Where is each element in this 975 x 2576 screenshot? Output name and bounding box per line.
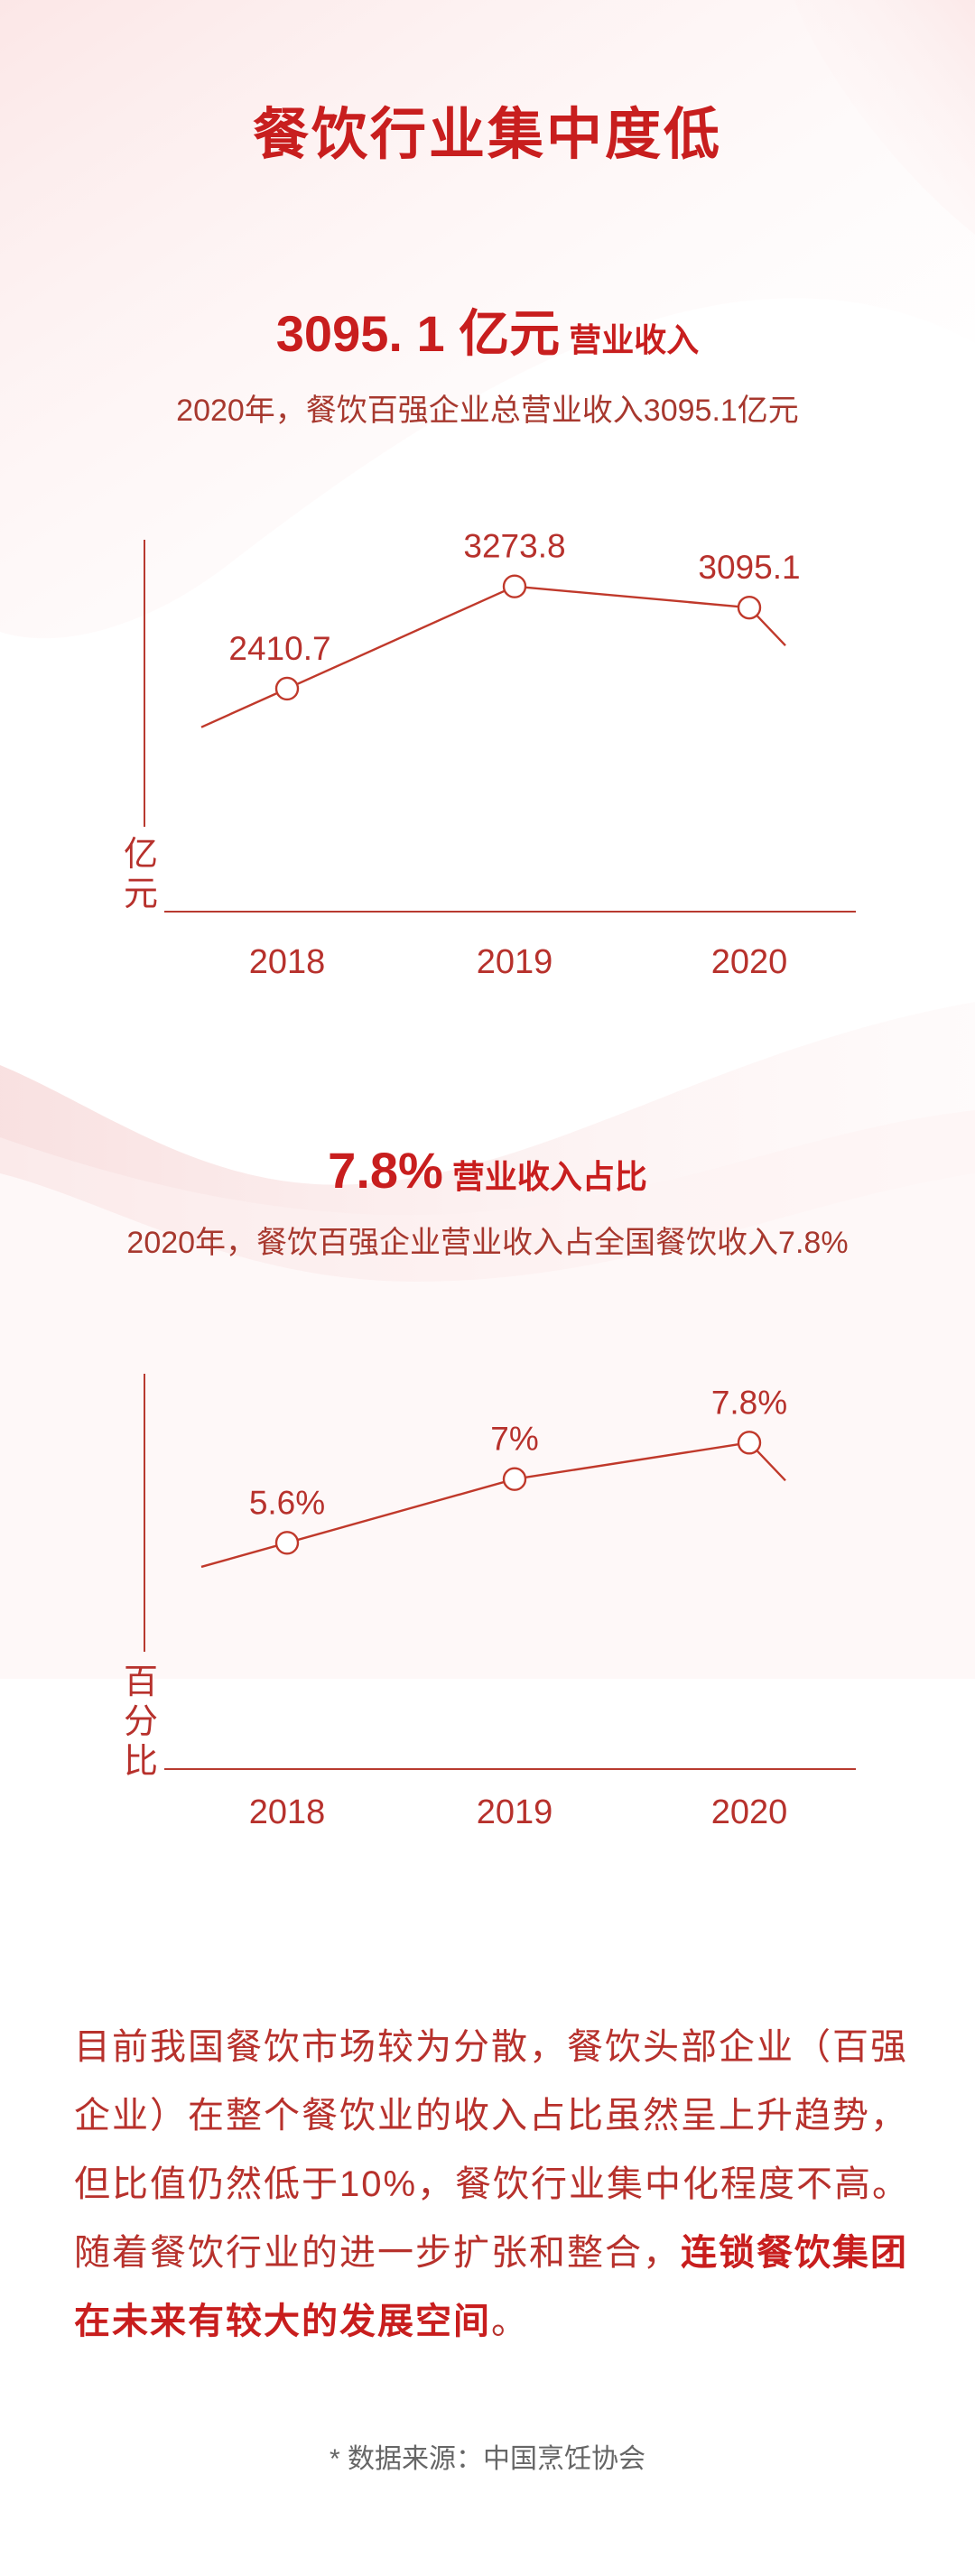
unit-char: 亿 <box>123 836 158 874</box>
data-source-note: * 数据来源：中国烹饪协会 <box>329 2444 645 2474</box>
paragraph-end: 。 <box>491 2302 529 2341</box>
data-label: 7% <box>490 1421 538 1458</box>
page-title: 餐饮行业集中度低 <box>252 104 722 166</box>
unit-char: 百 <box>123 1663 158 1701</box>
data-label: 7.8% <box>711 1384 787 1421</box>
data-point <box>737 595 762 620</box>
x-tick-label: 2018 <box>249 1793 326 1831</box>
data-point <box>502 1467 527 1491</box>
data-label: 3095.1 <box>698 549 800 586</box>
data-point <box>274 1531 300 1555</box>
unit-char: 比 <box>123 1743 158 1781</box>
share-line-chart: 5.6% 7% 7.8% 2018 2019 2020 <box>144 1374 856 1831</box>
x-tick-label: 2020 <box>711 1793 788 1831</box>
summary-paragraph: 目前我国餐饮市场较为分散，餐饮头部企业（百强企业）在整个餐饮业的收入占比虽然呈上… <box>74 2013 923 2356</box>
data-label: 3273.8 <box>463 528 565 565</box>
unit-char: 元 <box>123 876 158 913</box>
data-label: 5.6% <box>249 1484 325 1521</box>
data-point <box>502 574 527 598</box>
stat-label: 营业收入占比 <box>451 1158 647 1195</box>
data-point <box>737 1431 762 1455</box>
stat-label: 营业收入 <box>569 321 700 358</box>
data-label: 2410.7 <box>228 630 330 667</box>
revenue-line-chart: 2410.7 3273.8 3095.1 2018 2019 2020 <box>144 528 856 981</box>
paragraph-text: 目前我国餐饮市场较为分散，餐饮头部企业（百强企业）在整个餐饮业的收入占比虽然呈上… <box>74 2027 911 2273</box>
stat-headline-share: 7.8% 营业收入占比 <box>0 1135 975 1207</box>
unit-char: 分 <box>123 1703 158 1741</box>
stat-value: 3095. 1 亿元 <box>275 305 561 362</box>
y-axis-unit-label: 百 分 比 <box>114 1663 168 1782</box>
y-axis-unit-label: 亿 元 <box>114 835 168 914</box>
x-tick-label: 2019 <box>477 1793 553 1831</box>
x-tick-label: 2018 <box>249 943 326 981</box>
caption-share: 2020年，餐饮百强企业营业收入占全国餐饮收入7.8% <box>126 1226 849 1260</box>
data-point <box>274 676 300 701</box>
stat-headline-revenue: 3095. 1 亿元 营业收入 <box>0 298 975 370</box>
stat-value: 7.8% <box>328 1142 443 1199</box>
x-tick-label: 2020 <box>711 943 788 981</box>
caption-revenue: 2020年，餐饮百强企业总营业收入3095.1亿元 <box>176 394 799 428</box>
x-tick-label: 2019 <box>477 943 553 981</box>
paragraph-highlight: 连锁餐饮集团在未来有较大的发展空间 <box>74 2233 908 2341</box>
